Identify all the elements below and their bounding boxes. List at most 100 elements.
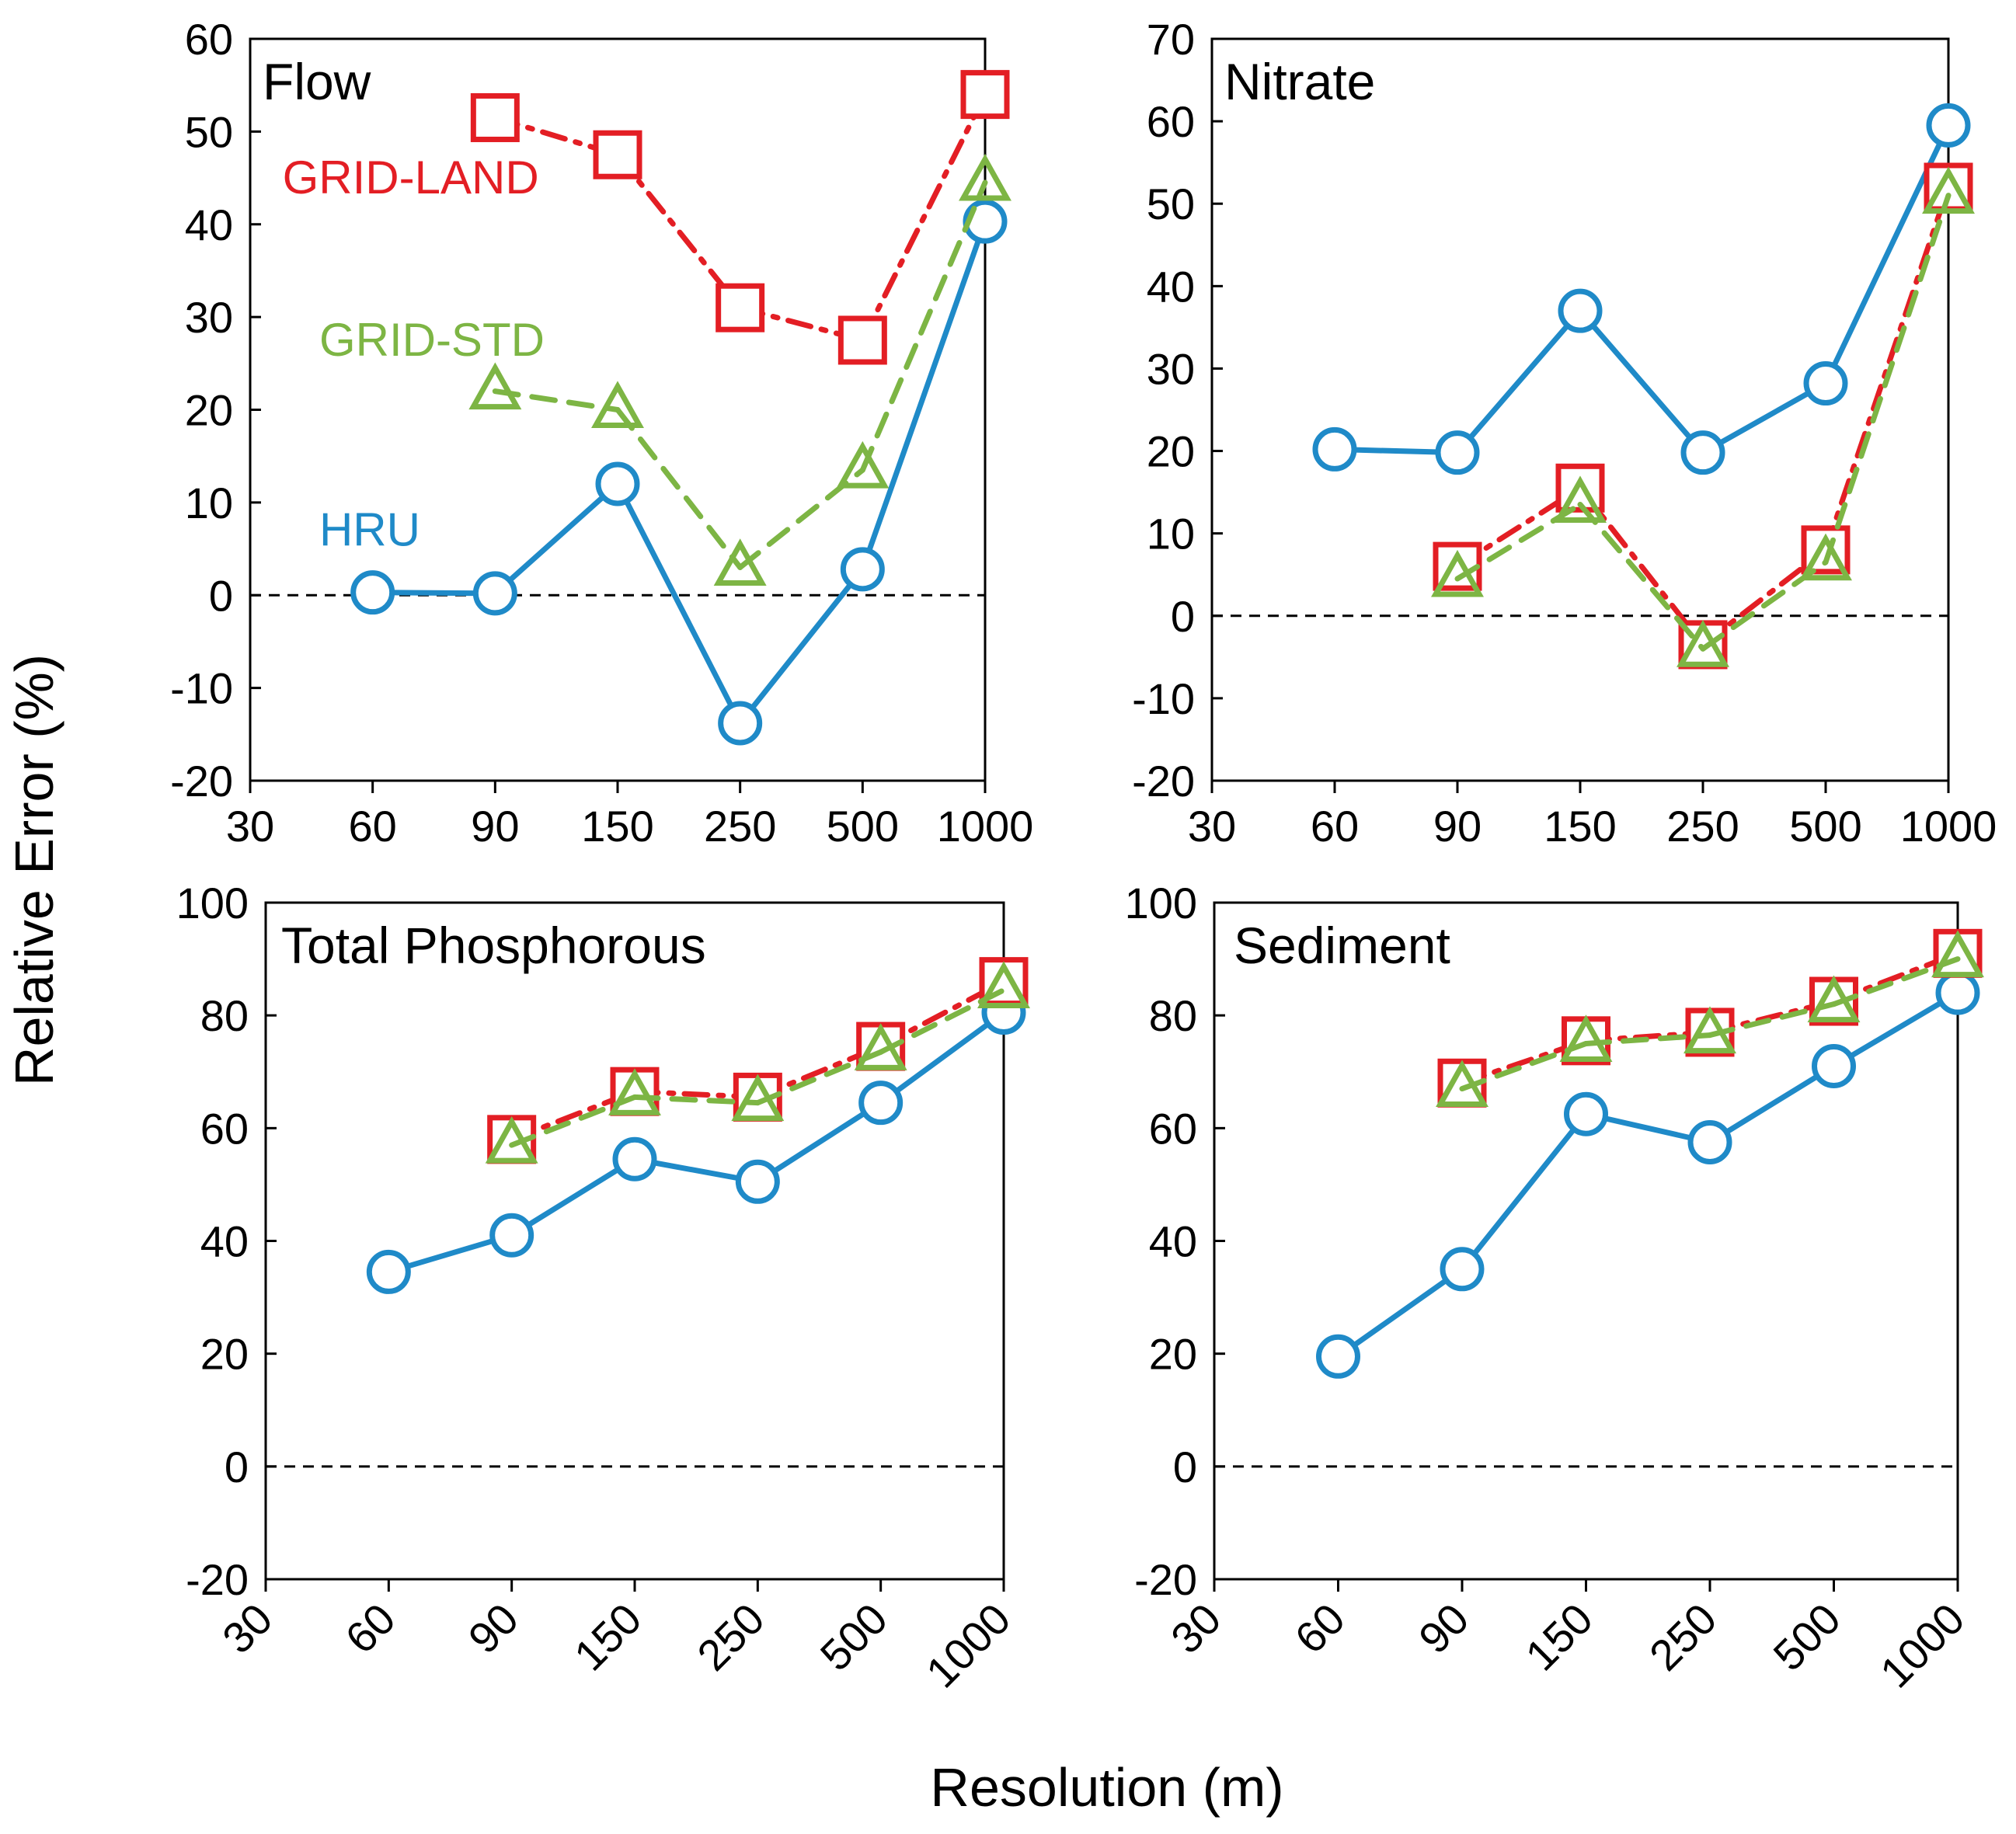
data-point-triangle (959, 153, 1011, 201)
data-point-circle (1440, 1247, 1485, 1292)
y-tick-label: 80 (200, 991, 249, 1040)
data-point-square (960, 70, 1010, 120)
data-point-circle (718, 701, 763, 746)
x-tick-label: 30 (226, 802, 274, 851)
panel-nitrate: -20 -10 0 10 20 30 40 50 60 70 30 60 90 150 250 500 1000… (1132, 15, 1997, 851)
data-point-circle (1926, 103, 1971, 148)
series-line-segment (1459, 1111, 1589, 1272)
y-tick-label: -20 (170, 757, 233, 806)
y-tick-label: -10 (1132, 674, 1195, 723)
y-tick-label: 20 (185, 386, 233, 435)
x-tick-label: 90 (1409, 1594, 1478, 1663)
data-point-square (716, 283, 765, 332)
series-line-segment (1707, 1001, 1837, 1039)
series-line-segment (509, 1156, 638, 1238)
series-line-segment (1823, 193, 1952, 566)
data-point-triangle (713, 538, 767, 586)
y-tick-label: 20 (1147, 427, 1195, 476)
data-point-circle (472, 571, 517, 616)
x-tick-label: 90 (1433, 802, 1482, 851)
data-point-circle (1564, 1091, 1608, 1136)
x-tick-label: 250 (704, 802, 776, 851)
series-line-segment (1583, 1032, 1713, 1046)
x-tick-label: 1000 (1900, 802, 1997, 851)
series-line-segment (1577, 308, 1706, 456)
x-tick-label: 30 (1161, 1594, 1231, 1663)
x-tick-label: 150 (1516, 1594, 1602, 1680)
series-line-segment (737, 566, 865, 726)
data-point-circle (1558, 288, 1603, 333)
series-line-segment (754, 1100, 884, 1185)
y-tick-label: -20 (1132, 757, 1195, 806)
y-tick-label: 50 (1147, 179, 1195, 228)
series-hru: HRU (319, 199, 1008, 746)
data-point-circle (1687, 1119, 1732, 1164)
panel-flow: -20 -10 0 10 20 30 40 50 60 30 60 90 150 250 500 1000 Fl… (170, 15, 1033, 851)
y-tick-label: 40 (200, 1217, 249, 1266)
data-point-triangle (1436, 1060, 1488, 1108)
data-point-circle (1812, 1043, 1856, 1088)
x-tick-label: 500 (1764, 1594, 1850, 1680)
series-grid-land (1437, 928, 1983, 1108)
series-line-segment (859, 179, 988, 473)
series-hru (1316, 970, 1980, 1379)
x-tick-label: 60 (336, 1594, 405, 1663)
data-point-triangle (1559, 1014, 1613, 1062)
series-line-segment (632, 1094, 761, 1106)
panel-title: Flow (263, 53, 371, 110)
x-axis-title: Resolution (m) (930, 1757, 1283, 1818)
data-point-circle (350, 570, 395, 615)
x-tick-label: 150 (565, 1594, 651, 1680)
y-tick-label: 100 (1125, 879, 1197, 927)
series-line-segment (615, 151, 743, 311)
data-point-triangle (468, 362, 522, 410)
x-tick-label: 500 (811, 1594, 897, 1680)
series-line-segment (1459, 1040, 1589, 1092)
x-tick-label: 1000 (1871, 1594, 1974, 1697)
y-tick-label: 100 (176, 879, 249, 927)
data-point-triangle (1431, 549, 1484, 597)
series-grid-land (487, 957, 1029, 1164)
series-hru (366, 990, 1026, 1294)
series-grid-std (1436, 930, 1984, 1108)
series-label: GRID-STD (319, 314, 545, 366)
y-tick-label: 60 (1147, 97, 1195, 146)
y-tick-label: 10 (185, 479, 233, 527)
y-tick-label: 30 (1147, 344, 1195, 393)
y-tick-label: 0 (209, 571, 233, 620)
data-point-triangle (1554, 475, 1607, 524)
panel-total-phosphorous: -20 0 20 40 60 80 100 30 60 90 150 250 500 1000 Total … (176, 879, 1030, 1697)
x-tick-label: 150 (581, 802, 653, 851)
x-tick-label: 60 (1311, 802, 1359, 851)
plot-frame (264, 901, 1005, 1581)
series-line-segment (492, 388, 621, 412)
series-line-segment (1577, 502, 1706, 652)
y-tick-label: 30 (185, 293, 233, 342)
y-tick-label: 60 (1149, 1104, 1197, 1153)
x-tick-label: 500 (1789, 802, 1861, 851)
series-grid-std: GRID-STD (319, 153, 1011, 586)
y-tick-label: 0 (1173, 1442, 1197, 1491)
x-tick-label: 1000 (917, 1594, 1020, 1697)
series-line-segment (615, 407, 743, 570)
data-point-triangle (1807, 975, 1861, 1023)
series-line-segment (615, 481, 743, 726)
data-point-circle (1312, 426, 1357, 472)
x-tick-label: 60 (1285, 1594, 1354, 1663)
data-point-triangle (608, 1068, 661, 1115)
x-tick-label: 150 (1544, 802, 1616, 851)
y-tick-label: 0 (225, 1442, 249, 1491)
y-tick-label: 20 (1149, 1330, 1197, 1379)
series-line-segment (492, 481, 621, 597)
x-tick-label: 250 (688, 1594, 774, 1680)
data-point-triangle (591, 381, 644, 428)
data-point-square (470, 92, 520, 142)
data-point-circle (1316, 1334, 1360, 1379)
panel-title: Sediment (1234, 917, 1450, 974)
y-tick-label: 80 (1149, 991, 1197, 1040)
series-line-segment (1700, 381, 1829, 456)
y-tick-label: 60 (200, 1104, 249, 1153)
data-point-circle (1435, 430, 1480, 475)
